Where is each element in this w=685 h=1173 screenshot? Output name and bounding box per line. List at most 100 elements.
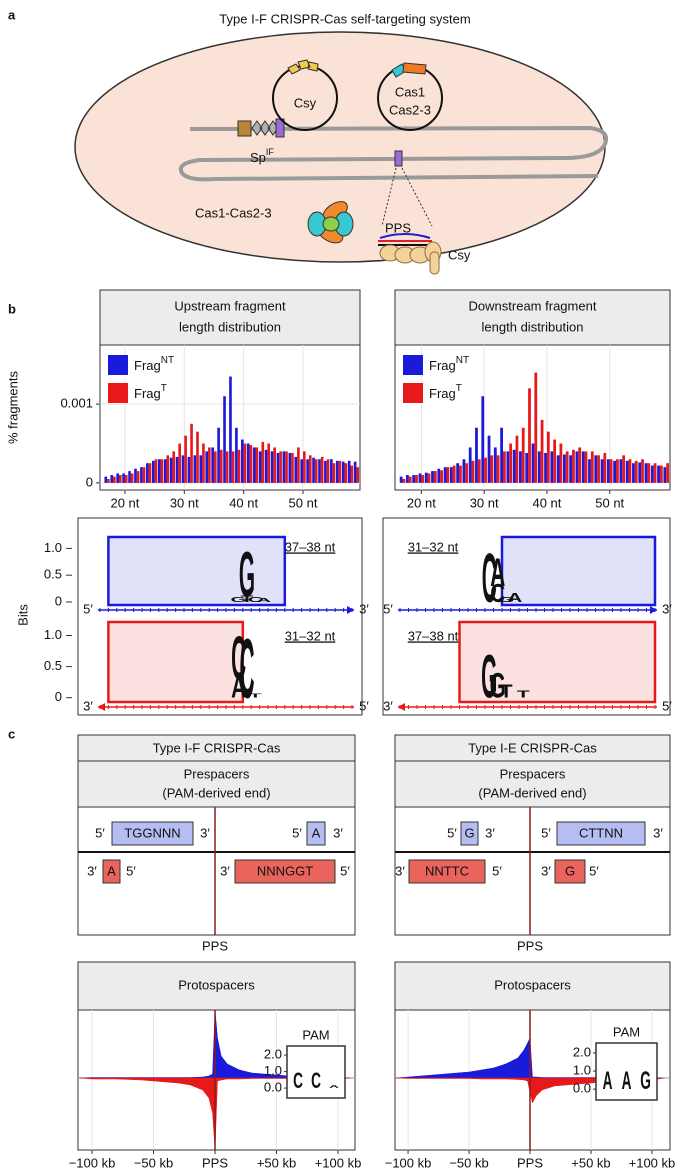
legend-sup: T: [456, 383, 462, 394]
bar: [477, 459, 481, 483]
bar: [534, 372, 538, 483]
strip-title: Prespacers: [184, 766, 250, 781]
bar: [402, 478, 406, 483]
strand-end: 5′: [541, 825, 551, 840]
bar: [279, 451, 282, 483]
bar: [219, 449, 223, 483]
bar: [229, 376, 232, 483]
bar: [193, 455, 197, 483]
prespacer-seq: G: [464, 825, 474, 840]
bar: [632, 463, 635, 483]
logo-letter: C: [490, 580, 505, 609]
logo-letter: A: [329, 1085, 340, 1090]
y-tick-label: 0.001: [60, 396, 93, 411]
bar: [443, 467, 447, 483]
label: SpIF: [250, 147, 274, 165]
legend-label: Frag: [134, 386, 161, 401]
prespacer-seq: NNTTC: [425, 863, 469, 878]
bar: [465, 463, 469, 483]
bar: [104, 476, 108, 483]
bar: [634, 460, 638, 483]
bar: [512, 449, 516, 483]
x-tick-label: 30 nt: [470, 495, 499, 510]
bar: [500, 427, 503, 483]
label: Csy: [448, 247, 471, 262]
window-box: [500, 535, 657, 607]
x-tick-label: −100 kb: [385, 1155, 432, 1170]
bar: [246, 443, 250, 483]
window-box: [107, 535, 287, 607]
bar: [178, 443, 181, 483]
prespacer-seq: TGGNNN: [124, 825, 180, 840]
panel-title: Type I-F CRISPR-Cas self-targeting syste…: [219, 11, 470, 26]
x-tick-label: 50 nt: [595, 495, 624, 510]
bar: [190, 423, 193, 483]
bar: [116, 473, 119, 483]
bar: [408, 476, 412, 483]
y-tick-label: 2.0: [264, 1047, 282, 1062]
legend-label: Frag: [429, 358, 456, 373]
strand-end: 3′: [653, 825, 663, 840]
prespacer-box: [554, 859, 586, 884]
bar: [288, 452, 292, 483]
legend-label: FragNT: [429, 355, 469, 374]
bar: [231, 451, 235, 483]
bar: [544, 452, 547, 483]
bar: [475, 427, 478, 483]
bar: [431, 471, 434, 483]
logo-letter: G: [481, 643, 497, 711]
bar: [606, 459, 610, 483]
bar: [609, 459, 613, 483]
bar: [556, 455, 560, 483]
y-tick-label: 1.0: [573, 1062, 591, 1077]
prespacer-box: [460, 821, 479, 846]
bar: [446, 467, 450, 483]
x-tick-label: −50 kb: [449, 1155, 488, 1170]
bar: [490, 455, 494, 483]
bar: [553, 439, 557, 483]
bar: [122, 473, 125, 483]
bar: [356, 467, 360, 483]
bar: [625, 460, 629, 483]
strip-title: Prespacers: [500, 766, 566, 781]
bar: [294, 456, 298, 483]
logo-letter: C: [231, 623, 246, 693]
bar: [569, 455, 573, 483]
bar: [205, 451, 209, 483]
bar: [199, 455, 203, 483]
bar: [148, 463, 152, 483]
prespacer-box: [408, 859, 486, 884]
strand-end: 5′: [83, 601, 93, 616]
bar: [581, 451, 585, 483]
label: Cas1: [395, 84, 425, 99]
bar: [537, 451, 541, 483]
bar: [202, 443, 205, 483]
strand-end: 3′: [485, 825, 495, 840]
logo-letter: C: [311, 1068, 321, 1093]
bar: [638, 462, 642, 483]
window-label: 37–38 nt: [408, 628, 459, 643]
bar: [241, 439, 244, 483]
bar: [291, 452, 294, 483]
bar: [163, 459, 167, 483]
bar: [462, 459, 466, 483]
bar: [399, 476, 403, 483]
strand-end: 5′: [662, 698, 672, 713]
strip-title: Downstream fragment: [469, 298, 597, 313]
bar: [584, 451, 588, 483]
strip-title: Upstream fragment: [174, 298, 286, 313]
label: Csy: [294, 95, 317, 110]
bar: [285, 451, 288, 483]
strand-end: 5′: [383, 601, 393, 616]
bar: [559, 443, 563, 483]
y-axis-label: Bits: [15, 604, 30, 626]
bar: [118, 475, 122, 483]
bar: [134, 468, 137, 483]
bar: [264, 449, 268, 483]
x-tick-label: −50 kb: [134, 1155, 173, 1170]
column-title: Type I-E CRISPR-Cas: [468, 740, 597, 755]
bar: [487, 435, 491, 483]
bar: [456, 463, 460, 483]
logo-letter: G: [231, 596, 247, 604]
logo-letter: A: [256, 597, 271, 603]
